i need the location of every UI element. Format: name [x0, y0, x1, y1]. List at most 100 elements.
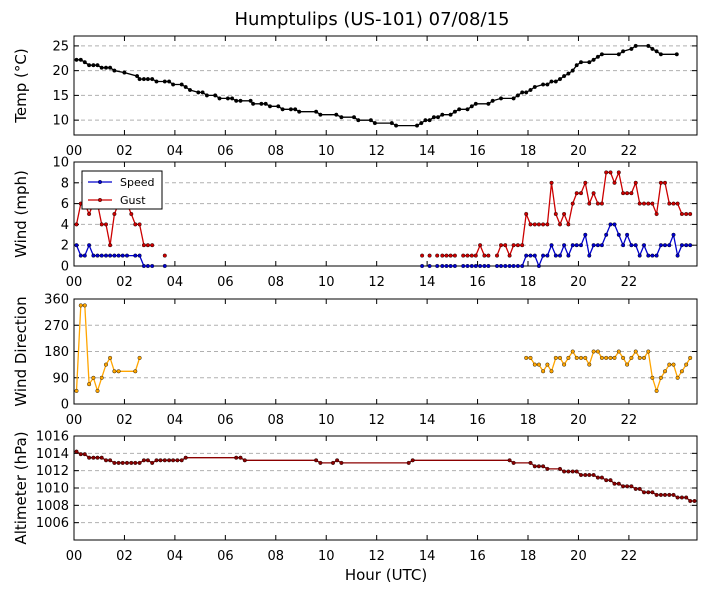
temp-series-point — [532, 84, 537, 89]
altimeter-series-point — [331, 460, 336, 465]
temp-series-point — [196, 90, 201, 95]
altimeter-xtick-label: 20 — [570, 549, 587, 564]
temp-series-point — [135, 74, 140, 79]
gust-series-point — [667, 201, 672, 206]
wind-direction-series-point — [667, 362, 672, 367]
gust-series-point — [129, 211, 134, 216]
speed-series-point — [133, 253, 138, 258]
temp-ytick-label: 25 — [52, 39, 69, 54]
wind-direction-series-point — [671, 362, 676, 367]
gust-series-point — [532, 222, 537, 227]
altimeter-series-point — [82, 452, 87, 457]
altimeter-series-point — [633, 486, 638, 491]
wind-direction-series-point — [604, 355, 609, 360]
temp-series-point — [372, 121, 377, 126]
altimeter-series-point — [511, 460, 516, 465]
altimeter-series-point — [175, 458, 180, 463]
speed-series-point — [486, 264, 491, 269]
speed-series-point — [461, 264, 466, 269]
speed-series-point — [536, 264, 541, 269]
wind-ytick-label: 0 — [61, 260, 69, 275]
speed-series-point — [435, 264, 440, 269]
temp-series-point — [646, 43, 651, 48]
wind-direction-series-point — [663, 369, 668, 374]
gust-series-point — [87, 211, 92, 216]
altimeter-series-point — [562, 469, 567, 474]
wind-direction-series-point — [650, 375, 655, 380]
altimeter-ytick-label: 1016 — [36, 430, 69, 445]
altimeter-ytick-label: 1010 — [36, 482, 69, 497]
gust-series-point — [688, 211, 693, 216]
temp-ytick-label: 20 — [52, 64, 69, 79]
chart-title: Humptulips (US-101) 07/08/15 — [235, 9, 510, 30]
temp-xtick-label: 16 — [469, 144, 486, 159]
altimeter-series-point — [141, 458, 146, 463]
temp-series-point — [545, 82, 550, 87]
speed-series-point — [583, 232, 588, 237]
speed-series-point — [629, 243, 634, 248]
altimeter-series-point — [650, 490, 655, 495]
temp-series-point — [553, 79, 558, 84]
temp-series-point — [658, 52, 663, 57]
wind-direction-series-point — [587, 362, 592, 367]
wind-ytick-label: 8 — [61, 176, 69, 191]
wind-xtick-label: 06 — [217, 275, 234, 290]
gust-series-point — [553, 211, 558, 216]
altimeter-series-point — [87, 455, 92, 460]
gust-series-point — [162, 253, 167, 258]
temp-series-point — [162, 79, 167, 84]
gust-series-point — [137, 222, 142, 227]
gust-series-point — [642, 201, 647, 206]
gust-series-point — [511, 243, 516, 248]
wind-ytick-label: 10 — [52, 156, 69, 171]
speed-series-point — [452, 264, 457, 269]
altimeter-series-point — [654, 492, 659, 497]
wind-direction-xtick-label: 00 — [66, 413, 83, 428]
altimeter-xtick-label: 08 — [268, 549, 285, 564]
temp-series-point — [587, 60, 592, 65]
altimeter-y-axis-label: Altimeter (hPa) — [12, 431, 30, 544]
temp-series-point — [457, 107, 462, 112]
temp-series-point — [259, 101, 264, 106]
wind-direction-xtick-label: 02 — [116, 413, 133, 428]
temp-series-point — [490, 98, 495, 103]
temp-series-line — [76, 45, 677, 127]
altimeter-series-point — [570, 469, 575, 474]
wind-direction-series-point — [74, 388, 79, 393]
wind-direction-series-point — [642, 355, 647, 360]
temp-series-point — [419, 121, 424, 126]
wind-direction-panel: 0 90 180 270 360 00 02 04 06 08 10 12 14 16 18 20 22 Wind… — [12, 293, 698, 428]
altimeter-series-point — [116, 460, 121, 465]
wind-direction-series-point — [658, 375, 663, 380]
wind-direction-xtick-label: 18 — [520, 413, 537, 428]
speed-series-point — [591, 243, 596, 248]
wind-direction-series-point — [82, 303, 87, 308]
temp-series-point — [103, 65, 108, 70]
altimeter-series-point — [154, 458, 159, 463]
temp-series-point — [520, 90, 525, 95]
altimeter-series-point — [137, 460, 142, 465]
wind-direction-series-point — [679, 369, 684, 374]
temp-series-point — [339, 115, 344, 120]
gust-series-point — [486, 253, 491, 258]
altimeter-series-point — [238, 455, 243, 460]
temp-series-point — [629, 46, 634, 51]
temp-xtick-label: 04 — [167, 144, 184, 159]
speed-series-point — [574, 243, 579, 248]
speed-series-point — [91, 253, 96, 258]
speed-series-point — [553, 253, 558, 258]
wind-direction-series-point — [549, 369, 554, 374]
gust-series-point — [558, 222, 563, 227]
wind-xtick-label: 00 — [66, 275, 83, 290]
speed-series-point — [688, 243, 693, 248]
altimeter-series-point — [406, 460, 411, 465]
wind-direction-series-point — [625, 362, 630, 367]
wind-direction-ytick-label: 360 — [44, 293, 69, 308]
gust-series-point — [435, 253, 440, 258]
altimeter-xtick-label: 22 — [621, 549, 638, 564]
altimeter-ytick-label: 1008 — [36, 499, 69, 514]
gust-series-point — [566, 222, 571, 227]
temp-series-point — [297, 109, 302, 114]
speed-series-point — [545, 253, 550, 258]
